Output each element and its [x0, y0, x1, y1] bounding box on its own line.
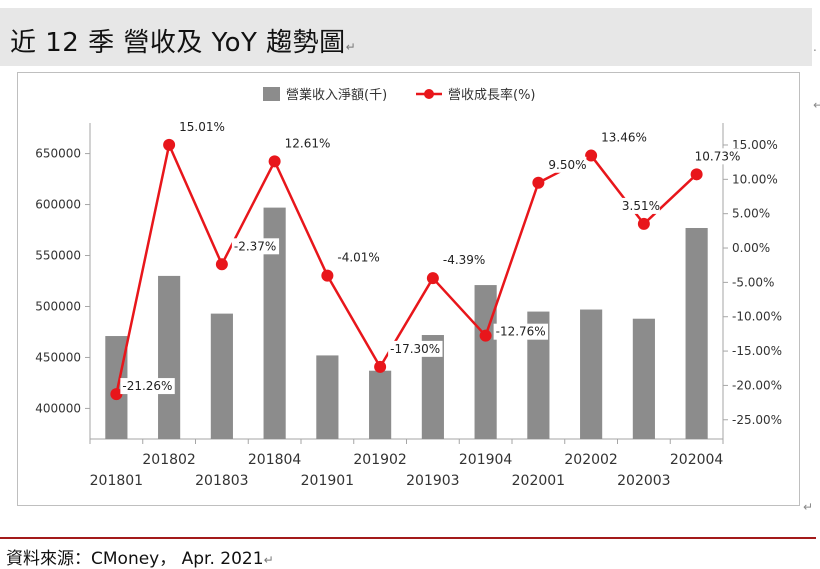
legend-line-marker: [424, 89, 434, 99]
yoy-point: [374, 360, 387, 373]
revenue-bar: [316, 355, 339, 439]
yoy-data-label: 3.51%: [622, 199, 660, 213]
y-right-tick-label: -25.00%: [732, 413, 782, 427]
yoy-data-label: -21.26%: [122, 379, 172, 393]
revenue-bar: [580, 309, 603, 439]
revenue-bar: [210, 313, 233, 439]
yoy-label-bg: [692, 148, 740, 165]
source-text: 資料來源：CMoney， Apr. 2021: [6, 549, 264, 569]
revenue-bar: [158, 275, 181, 439]
x-tick-label: 202002: [564, 452, 617, 468]
x-tick-label: 201902: [353, 452, 406, 468]
yoy-data-label: 10.73%: [695, 149, 741, 163]
revenue-yoy-chart: 400000 450000 500000 550000 600000 650000 -25.…: [35, 87, 782, 489]
y-left-tick-label: 600000: [35, 198, 81, 212]
y-left-tick-label: 650000: [35, 147, 81, 161]
yoy-label-bg: [335, 249, 383, 266]
legend-bar-swatch: [263, 87, 280, 101]
revenue-bar: [263, 207, 286, 439]
yoy-label-bg: [177, 118, 225, 135]
y-right-tick-label: -10.00%: [732, 310, 782, 324]
y-right-tick-label: 10.00%: [732, 172, 778, 186]
y-left-tick-label: 400000: [35, 401, 81, 415]
revenue-bar: [527, 311, 550, 439]
x-tick-label: 201801: [90, 473, 143, 489]
revenue-bar: [105, 336, 128, 439]
yoy-data-label: -17.30%: [390, 342, 440, 356]
yoy-label-bg: [440, 252, 489, 269]
revenue-bar: [369, 370, 392, 439]
yoy-label-bg: [388, 340, 443, 357]
yoy-point: [163, 138, 176, 151]
x-tick-label: 201901: [301, 473, 354, 489]
y-left-tick-label: 550000: [35, 249, 81, 263]
yoy-data-label: 9.50%: [548, 158, 586, 172]
yoy-label-bg: [599, 129, 647, 146]
yoy-point: [532, 176, 545, 189]
revenue-bar: [632, 318, 655, 439]
x-tick-label: 201903: [406, 473, 459, 489]
paragraph-mark-icon: ↵: [345, 40, 357, 54]
yoy-data-label: 12.61%: [285, 136, 331, 150]
y-right-tick-label: -5.00%: [732, 275, 774, 289]
x-tick-label: 201803: [195, 473, 248, 489]
legend-line-label: 營收成長率(%): [448, 87, 536, 103]
y-right-tick-label: 0.00%: [732, 241, 770, 255]
legend-bar-label: 營業收入淨額(千): [286, 87, 387, 103]
revenue-bar: [421, 335, 444, 439]
revenue-bar: [474, 285, 497, 439]
yoy-data-label: 13.46%: [601, 131, 647, 145]
y-right-tick-label: 15.00%: [732, 138, 778, 152]
yoy-point: [479, 329, 492, 342]
title-bar: 近 12 季 營收及 YoY 趨勢圖↵: [0, 8, 812, 66]
yoy-point: [426, 272, 439, 285]
y-left-tick-label: 500000: [35, 299, 81, 313]
yoy-label-bg: [120, 378, 175, 395]
chart-frame: 400000 450000 500000 550000 600000 650000 -25.…: [17, 72, 800, 506]
yoy-point: [585, 149, 598, 162]
x-tick-label: 202001: [512, 473, 565, 489]
yoy-line: [115, 143, 698, 395]
yoy-point: [215, 258, 228, 271]
paragraph-mark-icon: ↵: [813, 98, 820, 112]
yoy-data-label: -12.76%: [496, 325, 546, 339]
revenue-bar: [685, 227, 708, 439]
yoy-point: [690, 168, 703, 181]
yoy-point: [268, 155, 281, 168]
x-tick-label: 201904: [459, 452, 513, 468]
paragraph-mark-icon: ↵: [263, 553, 274, 567]
source-note: 資料來源：CMoney， Apr. 2021↵: [6, 544, 274, 569]
y-left-tick-label: 450000: [35, 350, 81, 364]
yoy-data-label: -4.39%: [443, 253, 485, 267]
yoy-label-bg: [546, 156, 587, 173]
paragraph-mark-icon: .: [813, 40, 817, 54]
paragraph-mark-icon: ↵: [803, 500, 814, 514]
x-tick-label: 201804: [248, 452, 302, 468]
x-tick-label: 202003: [617, 473, 670, 489]
yoy-label-bg: [282, 135, 330, 152]
yoy-data-label: -2.37%: [234, 239, 276, 253]
yoy-point: [321, 269, 334, 282]
y-right-tick-label: 5.00%: [732, 207, 770, 221]
yoy-point: [637, 217, 650, 230]
y-right-tick-label: -15.00%: [732, 344, 782, 358]
page-title-text: 近 12 季 營收及 YoY 趨勢圖: [10, 28, 346, 58]
page-title: 近 12 季 營收及 YoY 趨勢圖↵: [10, 22, 356, 59]
yoy-label-bg: [619, 197, 660, 214]
y-right-tick-label: -20.00%: [732, 378, 782, 392]
x-tick-label: 202004: [670, 452, 724, 468]
yoy-data-label: 15.01%: [179, 120, 225, 134]
x-tick-label: 201802: [142, 452, 195, 468]
footer-divider: [0, 537, 816, 539]
yoy-label-bg: [231, 238, 280, 255]
yoy-data-label: -4.01%: [337, 251, 379, 265]
yoy-label-bg: [493, 323, 549, 340]
yoy-point: [110, 388, 123, 401]
